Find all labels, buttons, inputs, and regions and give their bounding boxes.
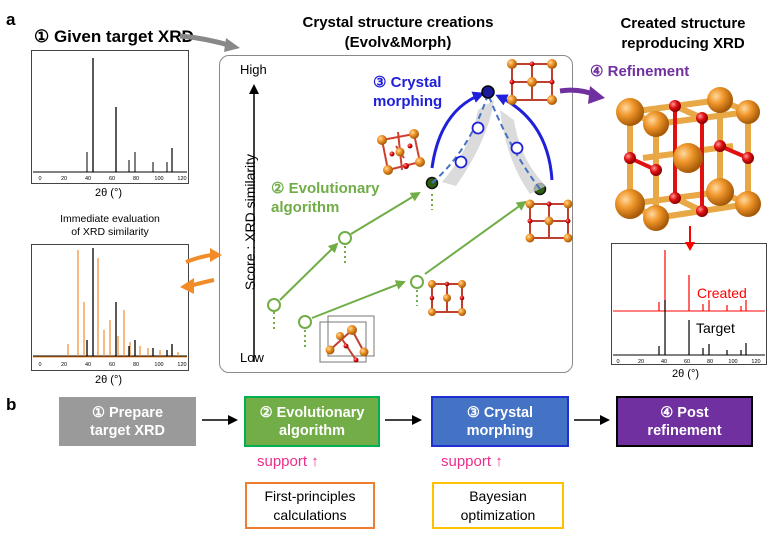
support-label-1: support ↑ bbox=[257, 453, 319, 470]
tick-40: 40 bbox=[661, 359, 667, 365]
crystal-structure-small-2 bbox=[507, 59, 557, 105]
step3-label-line2: morphing bbox=[373, 93, 443, 110]
step2-label: ② Evolutionary algorithm bbox=[271, 179, 379, 217]
tick-40: 40 bbox=[85, 362, 91, 368]
evolution-paths bbox=[267, 176, 547, 350]
support-box-first-principles: First-principles calculations bbox=[245, 482, 375, 529]
step2-label-line1: ② Evolutionary bbox=[271, 180, 380, 197]
target-xrd-xlabel: 2θ (°) bbox=[95, 187, 123, 199]
step3-label-line1: ③ Crystal bbox=[373, 74, 442, 91]
tick-60: 60 bbox=[109, 362, 115, 368]
crystal-structure-small-5 bbox=[319, 315, 375, 363]
refined-crystal-structure bbox=[615, 87, 761, 231]
flow-step3-line1: ③ Crystal bbox=[466, 404, 534, 421]
comparison-xrd-plot bbox=[31, 244, 189, 371]
right-title-line2: reproducing XRD bbox=[621, 35, 745, 52]
crystal-structure-small-3 bbox=[525, 199, 573, 243]
refinement-arrow-head bbox=[588, 86, 605, 104]
comparison-xrd-xlabel: 2θ (°) bbox=[95, 374, 123, 386]
flow-step4-line1: ④ Post bbox=[660, 404, 709, 421]
step2-label-line2: algorithm bbox=[271, 199, 340, 216]
tick-40: 40 bbox=[85, 176, 91, 182]
morph-node bbox=[510, 141, 524, 155]
creation-panel bbox=[219, 55, 573, 373]
flow-step1-line2: target XRD bbox=[90, 422, 165, 439]
crystal-structure-small-1 bbox=[377, 129, 425, 175]
candidate-node bbox=[298, 315, 312, 329]
candidate-node bbox=[410, 275, 424, 289]
support2-line2: optimization bbox=[460, 506, 536, 523]
flow-step-post-refinement: ④ Post refinement bbox=[616, 396, 753, 447]
support-box-bayesian-optimization: Bayesian optimization bbox=[432, 482, 564, 529]
tick-80: 80 bbox=[133, 176, 139, 182]
support1-line1: First-principles bbox=[264, 487, 356, 504]
created-xrd-pattern bbox=[613, 250, 765, 312]
flow-step3-line2: morphing bbox=[466, 422, 534, 439]
panel-letter-a: a bbox=[6, 10, 16, 29]
tick-20: 20 bbox=[61, 362, 67, 368]
tick-20: 20 bbox=[61, 176, 67, 182]
target-xrd-plot bbox=[31, 50, 189, 184]
flow-step-crystal-morphing: ③ Crystal morphing bbox=[431, 396, 569, 447]
tick-80: 80 bbox=[707, 359, 713, 365]
crystal-structure-small-4 bbox=[428, 280, 466, 316]
orange-double-arrow bbox=[180, 248, 222, 294]
comparison-xrd-pattern: 0 20 40 60 80 100 120 bbox=[33, 248, 187, 368]
grey-arrow-head bbox=[224, 38, 240, 52]
right-title-line1: Created structure bbox=[620, 15, 746, 32]
target-xrd-pattern: 0 20 40 60 80 100 120 bbox=[33, 58, 187, 182]
center-title-line1: Crystal structure creations bbox=[302, 14, 494, 31]
panel-letter-b: b bbox=[6, 395, 17, 414]
right-title: Created structure reproducing XRD bbox=[590, 14, 776, 54]
immediate-eval-line2: of XRD similarity bbox=[71, 226, 149, 238]
tick-0: 0 bbox=[38, 362, 41, 368]
tick-100: 100 bbox=[728, 359, 737, 365]
tick-80: 80 bbox=[133, 362, 139, 368]
created-arrow-head bbox=[685, 242, 695, 251]
right-xrd-xlabel: 2θ (°) bbox=[672, 368, 700, 380]
given-xrd-title: ① Given target XRD bbox=[34, 27, 194, 46]
support-label-2: support ↑ bbox=[441, 453, 503, 470]
legend-created: Created bbox=[697, 285, 747, 301]
flow-step-evolutionary-algorithm: ② Evolutionary algorithm bbox=[244, 396, 380, 447]
flow-step1-line1: ① Prepare bbox=[91, 404, 164, 421]
tick-120: 120 bbox=[751, 359, 760, 365]
tick-100: 100 bbox=[154, 176, 163, 182]
tick-0: 0 bbox=[38, 176, 41, 182]
tick-0: 0 bbox=[616, 359, 619, 365]
morph-node bbox=[454, 155, 468, 169]
tick-20: 20 bbox=[638, 359, 644, 365]
flow-step2-line2: algorithm bbox=[278, 422, 346, 439]
support2-line1: Bayesian bbox=[469, 487, 527, 504]
step4-label: ④ Refinement bbox=[590, 63, 690, 80]
morphing-paths bbox=[430, 85, 554, 194]
legend-target: Target bbox=[696, 320, 735, 336]
flow-step4-line2: refinement bbox=[647, 422, 722, 439]
flow-step2-line1: ② Evolutionary bbox=[259, 404, 365, 421]
center-title: Crystal structure creations (Evolv&Morph… bbox=[248, 13, 548, 53]
support1-line2: calculations bbox=[273, 506, 347, 523]
center-title-line2: (Evolv&Morph) bbox=[344, 34, 452, 51]
immediate-eval-line1: Immediate evaluation bbox=[60, 213, 160, 225]
morph-node bbox=[471, 121, 485, 135]
immediate-eval-label: Immediate evaluation of XRD similarity bbox=[20, 213, 200, 239]
morph-peak-node bbox=[481, 85, 495, 99]
y-low-label: Low bbox=[240, 350, 264, 365]
flow-step-prepare-target-xrd: ① Prepare target XRD bbox=[59, 397, 196, 446]
tick-100: 100 bbox=[154, 362, 163, 368]
tick-60: 60 bbox=[684, 359, 690, 365]
step3-label: ③ Crystal morphing bbox=[373, 73, 442, 111]
candidate-node bbox=[267, 298, 281, 312]
grey-arrow-shaft bbox=[179, 33, 233, 49]
tick-120: 120 bbox=[177, 362, 186, 368]
tick-120: 120 bbox=[177, 176, 186, 182]
tick-60: 60 bbox=[109, 176, 115, 182]
candidate-node bbox=[338, 231, 352, 245]
target-xrd-pattern-right: 0 20 40 60 80 100 120 bbox=[613, 300, 765, 365]
y-high-label: High bbox=[240, 62, 267, 77]
